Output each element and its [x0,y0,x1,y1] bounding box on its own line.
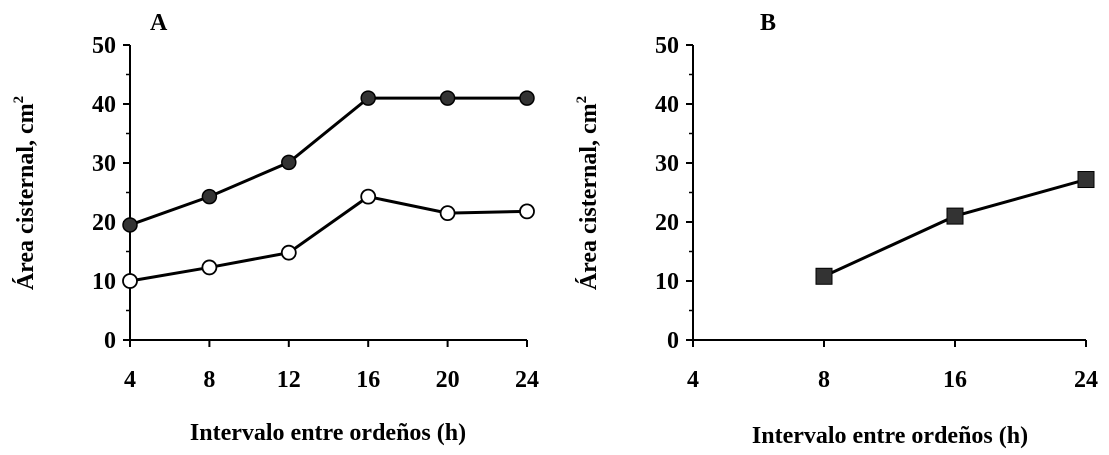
panel-b-label: B [760,10,776,36]
panel-a-y-tick-label: 10 [92,269,116,295]
panel-a-y-axis-title-sup: 2 [11,96,27,104]
panel-a-series-1-line [129,96,527,227]
panel-a-series-1-point [360,90,376,106]
panel-b-x-tick-label: 16 [943,367,967,393]
panel-b-y-tick-label: 30 [655,151,679,177]
panel-a-y-axis-title-main: Área cisternal, cm [13,103,39,290]
panel-a-ticks: 0 10 20 30 40 50 4 8 12 16 20 24 [92,33,539,393]
panel-b: B 0 10 20 30 40 50 4 8 16 24 Intervalo entre orde… [574,10,1098,449]
panel-a-x-tick-label: 20 [436,367,460,393]
panel-b-series-point [815,267,833,285]
panel-b-y-tick-label: 10 [655,269,679,295]
panel-a-y-tick-label: 40 [92,92,116,118]
panel-a-y-tick-label: 20 [92,210,116,236]
panel-a-x-tick-label: 16 [356,367,380,393]
panel-a-series-2-point [519,203,535,220]
panel-a-series-2-point [201,259,218,276]
panel-b-series-line [823,178,1087,278]
panel-a-series-2-point [122,273,138,289]
panel-a-series-1-point [519,90,535,106]
panel-a: A 0 10 20 30 40 50 4 8 12 16 20 24 Intervalo entre … [11,10,539,446]
panel-a-y-axis-title: Área cisternal, cm2 [11,96,39,290]
panel-b-y-axis-title-sup: 2 [574,96,590,104]
panel-a-x-tick-label: 8 [203,367,215,393]
panel-b-ticks: 0 10 20 30 40 50 4 8 16 24 [655,33,1098,393]
panel-b-y-tick-label: 20 [655,210,679,236]
panel-a-x-tick-label: 24 [515,367,539,393]
panel-a-label: A [150,10,168,36]
panel-a-y-tick-label: 50 [92,33,116,59]
panel-a-y-tick-label: 0 [104,328,116,354]
panel-a-y-tick-label: 30 [92,151,116,177]
panel-b-x-tick-label: 24 [1074,367,1098,393]
panel-b-y-axis-title: Área cisternal, cm2 [574,96,602,290]
panel-a-x-tick-label: 4 [124,367,136,393]
panel-b-y-tick-label: 40 [655,92,679,118]
panel-b-x-tick-label: 4 [687,367,699,393]
panel-a-x-axis-title: Intervalo entre ordeños (h) [190,420,466,446]
panel-b-x-axis-title: Intervalo entre ordeños (h) [752,423,1028,449]
panel-a-series-1-point [281,154,297,171]
panel-a-series [122,90,535,289]
panel-b-series [815,171,1095,285]
panel-a-series-1-point [439,90,456,106]
panel-a-series-2-point [360,188,377,205]
panel-a-series-2-point [439,205,456,222]
panel-b-x-tick-label: 8 [818,367,830,393]
panel-a-series-1-point [122,217,138,233]
panel-a-x-tick-label: 12 [277,367,301,393]
panel-b-y-tick-label: 50 [655,33,679,59]
panel-a-series-1-point [201,188,218,205]
panel-b-y-tick-label: 0 [667,328,679,354]
panel-b-series-point [1077,171,1095,189]
panel-b-y-axis-title-main: Área cisternal, cm [576,103,602,290]
panel-a-series-2-line [129,195,528,283]
panel-b-series-point [946,207,964,225]
panel-a-series-2-point [280,244,297,261]
